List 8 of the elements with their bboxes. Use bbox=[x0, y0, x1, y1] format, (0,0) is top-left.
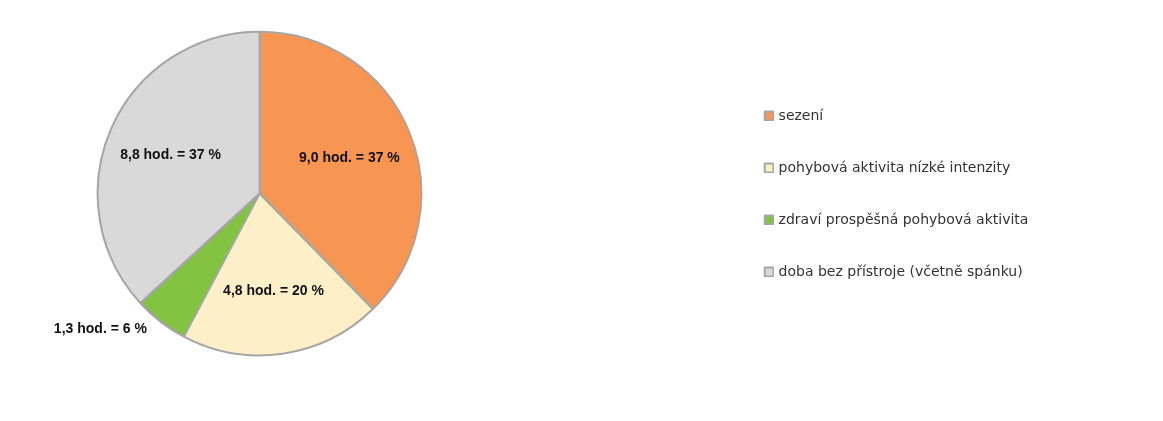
legend-label: doba bez přístroje (včetně spánku) bbox=[778, 263, 1023, 279]
data-label: 4,8 hod. = 20 % bbox=[223, 281, 325, 298]
legend-label: zdraví prospěšná pohybová aktivita bbox=[778, 211, 1029, 227]
data-label: 9,0 hod. = 37 % bbox=[299, 148, 401, 165]
legend-label: sezení bbox=[778, 107, 824, 123]
legend-label: pohybová aktivita nízké intenzity bbox=[778, 159, 1011, 175]
data-label: 8,8 hod. = 37 % bbox=[120, 146, 222, 163]
data-label: 1,3 hod. = 6 % bbox=[53, 320, 148, 337]
